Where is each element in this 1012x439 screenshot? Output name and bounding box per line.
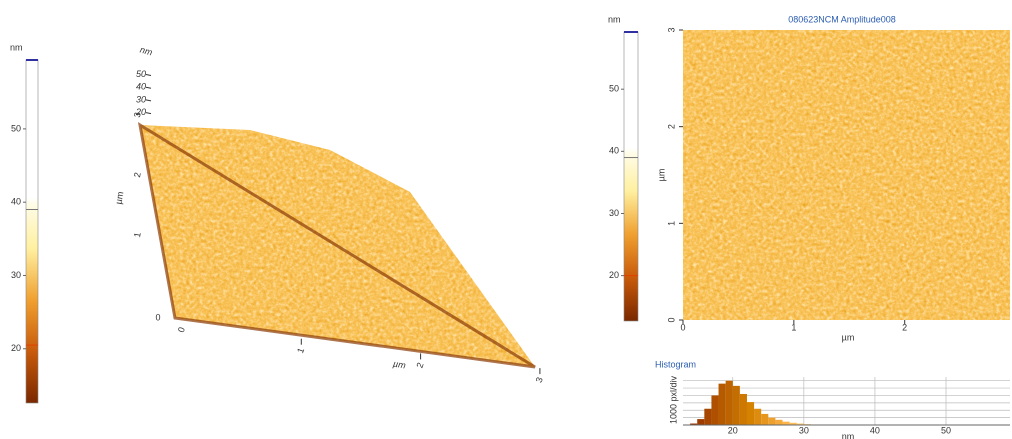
x-tick-label: 50 — [941, 425, 951, 435]
histogram-bar — [704, 408, 712, 425]
y-tick-label: 2 — [132, 172, 143, 179]
z-origin: 0 — [155, 312, 160, 322]
histogram-bar — [796, 423, 804, 425]
unit-label: nm — [608, 14, 621, 24]
tick-label: 20 — [11, 343, 21, 353]
histogram-bar — [768, 417, 776, 425]
histogram-bar — [775, 419, 783, 425]
histogram-bar — [711, 395, 719, 425]
tick-mark — [145, 99, 152, 102]
y-tick-label: 2 — [666, 124, 676, 129]
tick-label: 30 — [11, 270, 21, 280]
z-tick-label: 50 — [136, 69, 146, 79]
histogram-title: Histogram — [655, 359, 696, 369]
x-tick-label: 2 — [902, 322, 907, 332]
y-tick-label: 1 — [132, 232, 143, 239]
tick-mark — [145, 74, 152, 76]
y-unit: µm — [113, 191, 125, 205]
y-tick-label: 3 — [666, 27, 676, 32]
tick-label: 40 — [11, 197, 21, 207]
x-tick-label: 2 — [414, 361, 425, 369]
x-tick-label: 1 — [791, 322, 796, 332]
histogram-bar — [697, 419, 705, 425]
x-tick-label: 30 — [799, 425, 809, 435]
histogram-bar — [739, 393, 747, 425]
x-unit: µm — [392, 358, 407, 370]
y-tick-label: 3 — [132, 112, 143, 119]
y-tick-label: 1 — [666, 221, 676, 226]
z-tick-label: 30 — [136, 94, 146, 104]
x-tick-label: 0 — [680, 322, 685, 332]
image-title: 080623NCM Amplitude008 — [788, 14, 896, 24]
histogram-bar — [718, 383, 726, 425]
tick-label: 20 — [609, 270, 619, 280]
unit-label: nm — [10, 42, 23, 52]
histogram-bar — [754, 408, 762, 425]
histogram-bar — [690, 423, 698, 425]
surface-3d — [137, 121, 536, 369]
z-tick-label: 20 — [135, 107, 146, 117]
x-axis-label: µm — [842, 332, 855, 342]
tick-mark — [145, 86, 152, 89]
x-tick-label: 1 — [295, 346, 306, 354]
tick-label: 50 — [609, 84, 619, 94]
x-origin: 0 — [176, 326, 187, 334]
z-tick-label: 40 — [136, 82, 146, 92]
histogram-bar — [746, 402, 755, 425]
y-axis-label: µm — [656, 169, 666, 182]
y-axis-label: 1000 pxl/div — [668, 375, 678, 424]
y-tick-label: 0 — [666, 317, 676, 322]
tick-label: 50 — [11, 123, 21, 133]
tick-label: 30 — [609, 208, 619, 218]
histogram-bar — [782, 421, 790, 425]
histogram-bar — [761, 413, 769, 425]
x-axis-label: nm — [842, 431, 855, 439]
amplitude-image — [683, 30, 1010, 320]
z-unit: nm — [139, 45, 154, 58]
x-tick-label: 20 — [728, 425, 738, 435]
histogram-bar — [732, 385, 740, 425]
right-colorbar — [623, 31, 639, 322]
x-tick-label: 3 — [534, 376, 545, 384]
left-colorbar — [25, 59, 39, 404]
tick-label: 40 — [609, 146, 619, 156]
tick-mark — [145, 112, 152, 115]
histogram-bar — [789, 422, 797, 425]
x-tick-label: 40 — [870, 425, 880, 435]
histogram-bar — [725, 380, 733, 425]
